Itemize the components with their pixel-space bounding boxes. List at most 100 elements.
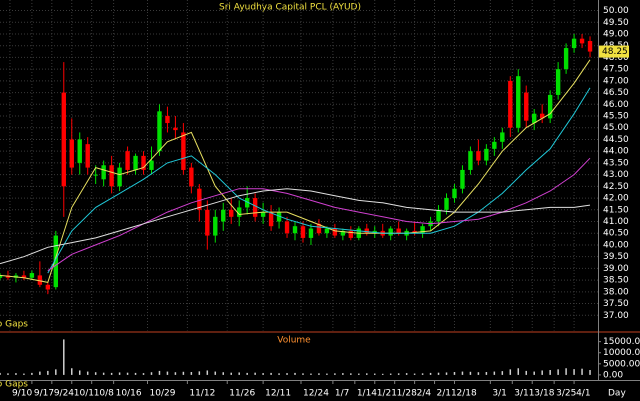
x-tick-label: 3/11 <box>514 389 534 399</box>
candle-body <box>571 38 577 49</box>
volume-bar <box>413 373 416 375</box>
volume-bar <box>310 373 312 375</box>
candle-body <box>141 155 146 170</box>
candle-body <box>117 167 122 187</box>
volume-bar <box>565 368 567 375</box>
candle-body <box>563 48 569 70</box>
volume-bar <box>198 371 201 375</box>
last-price-box <box>599 45 629 58</box>
candle-body <box>93 174 98 176</box>
x-tick-label: 10/29 <box>150 389 176 399</box>
volume-bar <box>39 371 41 375</box>
volume-bar <box>397 373 400 375</box>
y-tick-label: 47.00 <box>603 76 629 86</box>
x-tick-label: 1/14 <box>357 389 377 399</box>
candle-body <box>77 139 82 163</box>
y-tick-label: 44.00 <box>603 147 629 157</box>
volume-bar <box>238 372 240 375</box>
moving-average-line <box>0 59 591 283</box>
x-tick-label: 1/7 <box>335 389 349 399</box>
moving-average-line <box>47 157 591 272</box>
volume-bar <box>501 371 504 375</box>
candle-body <box>268 212 274 227</box>
volume-bar <box>469 371 472 375</box>
volume-bar <box>118 372 121 375</box>
volume-bar <box>71 368 73 375</box>
volume-bar <box>110 372 113 375</box>
volume-bar <box>581 368 583 375</box>
candle-body <box>101 165 106 180</box>
volume-bar <box>15 373 17 375</box>
volume-bar <box>302 373 304 375</box>
x-tick-label: 11/26 <box>229 389 255 399</box>
candle-body <box>340 230 346 236</box>
candle-body <box>197 188 202 210</box>
y-tick-label: 37.00 <box>603 311 629 321</box>
volume-bar <box>381 373 384 375</box>
candle-body <box>260 212 266 217</box>
volume-bar <box>102 372 105 375</box>
candle-body <box>149 160 154 170</box>
candle-body <box>284 221 290 234</box>
y-tick-label: 41.00 <box>603 217 629 227</box>
volume-bar <box>437 372 440 375</box>
volume-bar <box>222 372 225 375</box>
candle-body <box>484 148 489 161</box>
volume-bar <box>126 372 129 375</box>
y-tick-label: 37.50 <box>603 299 629 309</box>
candle-body <box>205 209 210 236</box>
volume-bar <box>342 373 344 375</box>
candle-body <box>69 139 74 168</box>
candle-body <box>516 76 521 128</box>
y-tick-label: 48.00 <box>603 53 629 63</box>
candle-body <box>500 132 505 142</box>
last-price-label: 48.25 <box>602 47 628 57</box>
x-tick-label: 9/17 <box>34 389 54 399</box>
volume-bar <box>318 373 320 375</box>
volume-bar <box>230 372 232 375</box>
volume-bar <box>150 372 153 375</box>
y-tick-label: 50.00 <box>603 6 629 16</box>
volume-bar <box>429 372 432 375</box>
volume-bar <box>485 372 488 375</box>
candle-body <box>125 151 130 170</box>
candle-body <box>237 207 242 217</box>
volume-bar <box>286 373 288 375</box>
volume-bar <box>270 372 272 375</box>
x-tick-label: 2/11 <box>437 389 457 399</box>
candle-body <box>508 80 513 128</box>
volume-bar <box>389 373 392 375</box>
y-tick-label: 41.50 <box>603 205 629 215</box>
y-tick-label: 42.00 <box>603 194 629 204</box>
candle-body <box>396 228 401 234</box>
candle-body <box>0 275 3 278</box>
volume-bar <box>421 373 424 375</box>
volume-tick-label: 0.00 <box>603 370 623 380</box>
volume-bar <box>174 372 177 375</box>
x-tick-label: 1/21 <box>377 389 397 399</box>
candle-body <box>332 228 338 236</box>
volume-bar <box>63 339 65 375</box>
candle-body <box>348 230 354 238</box>
volume-tick-label: 5000.00 <box>603 359 640 369</box>
volume-bar <box>23 373 25 375</box>
candle-body <box>420 226 425 234</box>
candle-body <box>157 111 162 152</box>
chart-title: Sri Ayudhya Capital PCL (AYUD) <box>219 3 361 13</box>
volume-bar <box>373 373 376 375</box>
volume-bar <box>47 370 49 375</box>
volume-bar <box>573 369 575 375</box>
y-tick-label: 49.50 <box>603 18 629 28</box>
x-tick-label: 9/24 <box>54 389 74 399</box>
x-tick-label: 1/28 <box>397 389 417 399</box>
volume-bar <box>278 373 280 375</box>
volume-bar <box>246 372 248 375</box>
volume-bar <box>366 373 368 375</box>
x-tick-label: 9/10 <box>12 389 32 399</box>
volume-bar <box>182 371 185 375</box>
y-tick-label: 40.50 <box>603 229 629 239</box>
candle-body <box>109 165 114 187</box>
y-tick-label: 47.50 <box>603 65 629 75</box>
y-tick-label: 42.50 <box>603 182 629 192</box>
